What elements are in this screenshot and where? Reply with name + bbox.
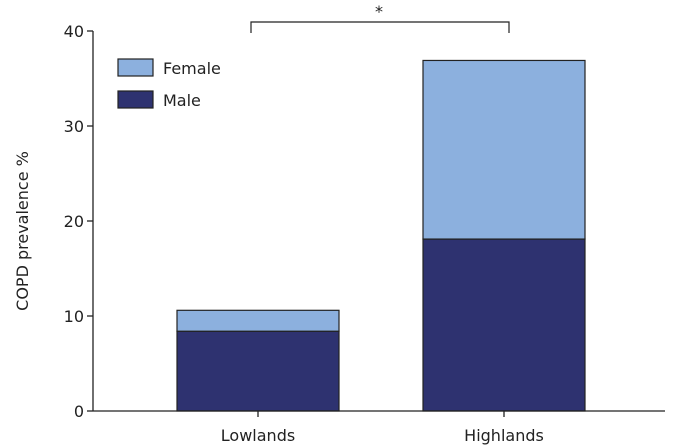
x-tick-label: Highlands: [464, 426, 544, 445]
bar-segment-male-highlands: [422, 238, 586, 412]
significance-bracket: *: [250, 2, 510, 33]
legend-swatch-male: [117, 90, 154, 109]
x-ticks-group: Lowlands Highlands: [221, 411, 544, 445]
bar-segment-female-lowlands: [176, 309, 340, 332]
y-tick-label: 20: [64, 212, 84, 231]
significance-bracket-line: [250, 21, 510, 33]
bar-segment-female-highlands: [422, 59, 586, 240]
significance-star: *: [375, 2, 383, 21]
y-axis-title: COPD prevalence %: [13, 151, 32, 311]
y-tick-label: 40: [64, 22, 84, 41]
y-tick-label: 30: [64, 117, 84, 136]
bar-segment-male-lowlands: [176, 330, 340, 412]
legend-label-female: Female: [163, 59, 221, 78]
legend-label-male: Male: [163, 91, 201, 110]
bars-group: [176, 59, 586, 412]
legend: Female Male: [117, 58, 221, 110]
y-tick-label: 0: [74, 402, 84, 421]
legend-swatch-female: [117, 58, 154, 77]
x-tick-label: Lowlands: [221, 426, 295, 445]
y-tick-label: 10: [64, 307, 84, 326]
y-ticks-group: 0 10 20 30 40: [64, 22, 93, 421]
